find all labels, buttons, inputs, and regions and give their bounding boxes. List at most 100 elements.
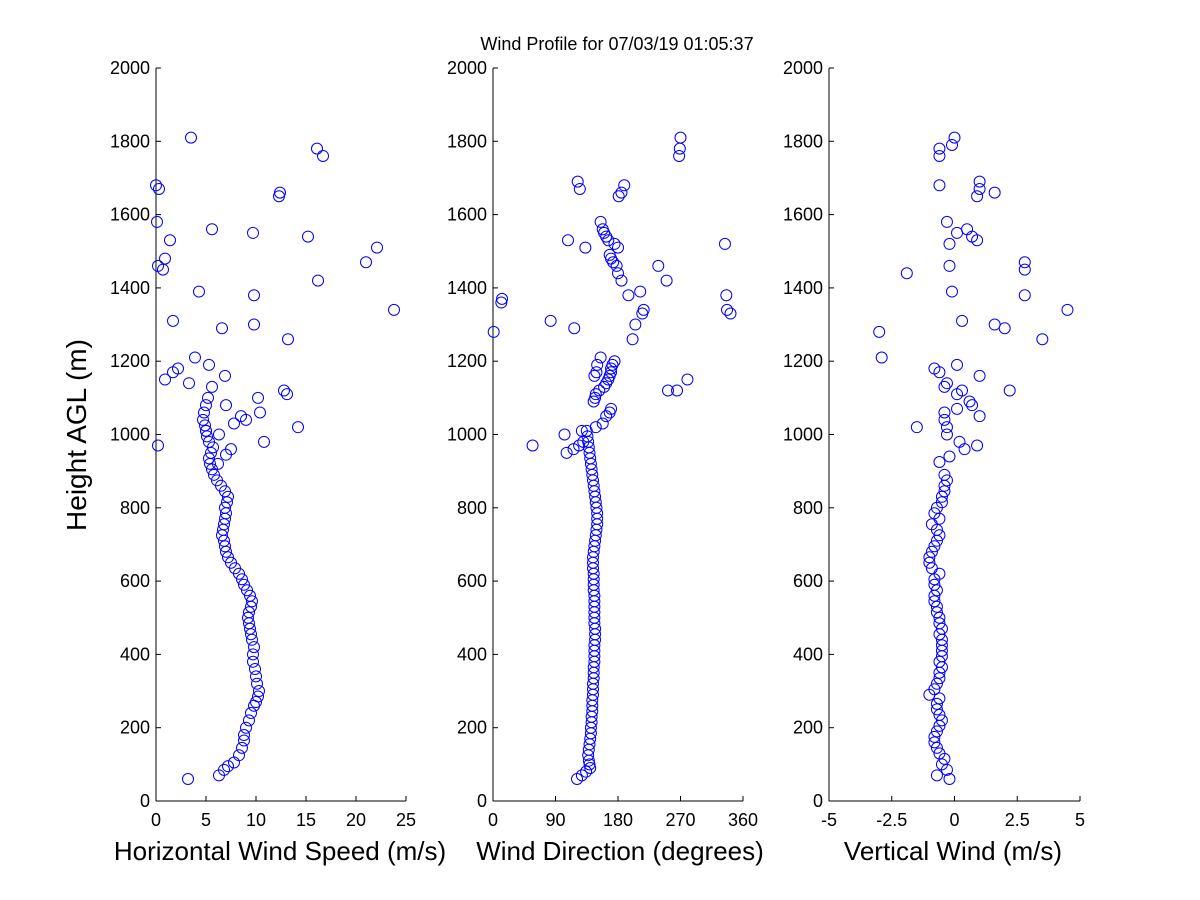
data-point-wind-direction <box>583 758 596 771</box>
x-axis-label-wind-direction: Wind Direction (degrees) <box>476 836 764 866</box>
data-point-horizontal-wind-speed <box>182 773 194 786</box>
data-point-vertical-wind <box>988 318 1001 331</box>
data-point-vertical-wind <box>956 384 969 397</box>
y-tick-label-wind-direction: 1200 <box>447 351 487 371</box>
data-point-wind-direction <box>673 149 686 162</box>
data-point-wind-direction <box>724 307 737 320</box>
data-point-wind-direction <box>615 186 628 199</box>
x-tick-label-wind-direction: 360 <box>728 810 758 830</box>
data-point-wind-direction <box>671 384 684 397</box>
data-point-horizontal-wind-speed <box>216 322 228 335</box>
data-point-horizontal-wind-speed <box>241 584 253 597</box>
data-point-wind-direction <box>612 190 625 203</box>
data-point-horizontal-wind-speed <box>311 142 323 155</box>
data-point-vertical-wind <box>988 186 1001 199</box>
data-point-horizontal-wind-speed <box>244 589 256 602</box>
x-tick-label-horizontal-wind-speed: 5 <box>201 810 211 830</box>
data-point-wind-direction <box>573 439 586 452</box>
x-tick-label-vertical-wind: -2.5 <box>876 810 907 830</box>
data-point-vertical-wind <box>900 267 913 280</box>
data-point-wind-direction <box>721 303 734 316</box>
y-tick-label-vertical-wind: 2000 <box>783 58 823 78</box>
panel-vertical-wind: Vertical Wind (m/s) 0 200 400 600 800 1000 120… <box>783 58 1085 866</box>
data-point-vertical-wind <box>930 741 943 754</box>
data-point-vertical-wind <box>1003 384 1016 397</box>
data-point-wind-direction <box>575 769 588 782</box>
data-point-vertical-wind <box>928 540 941 553</box>
x-tick-label-horizontal-wind-speed: 15 <box>296 810 316 830</box>
data-point-vertical-wind <box>973 369 986 382</box>
data-point-horizontal-wind-speed <box>200 399 212 412</box>
y-tick-label-horizontal-wind-speed: 1600 <box>110 205 150 225</box>
data-point-wind-direction <box>589 391 602 404</box>
x-tick-label-wind-direction: 270 <box>665 810 695 830</box>
x-tick-label-vertical-wind: 2.5 <box>1005 810 1030 830</box>
data-point-horizontal-wind-speed <box>281 388 293 401</box>
data-point-horizontal-wind-speed <box>247 655 259 668</box>
data-point-horizontal-wind-speed <box>199 419 211 432</box>
y-tick-label-wind-direction: 1600 <box>447 205 487 225</box>
data-point-vertical-wind <box>1036 333 1049 346</box>
data-point-vertical-wind <box>933 179 946 192</box>
x-tick-label-vertical-wind: 0 <box>949 810 959 830</box>
data-point-vertical-wind <box>951 358 964 371</box>
y-tick-label-vertical-wind: 600 <box>793 571 823 591</box>
data-point-horizontal-wind-speed <box>219 501 231 514</box>
data-point-horizontal-wind-speed <box>225 443 237 456</box>
data-point-vertical-wind <box>875 351 888 364</box>
data-point-horizontal-wind-speed <box>274 186 286 199</box>
data-point-vertical-wind <box>933 529 946 542</box>
data-point-horizontal-wind-speed <box>312 274 324 287</box>
data-point-vertical-wind <box>935 622 948 635</box>
data-point-wind-direction <box>612 267 624 280</box>
data-point-wind-direction <box>495 296 508 309</box>
data-point-vertical-wind <box>933 655 946 668</box>
data-point-wind-direction <box>622 289 635 302</box>
data-point-vertical-wind <box>925 562 938 575</box>
data-point-horizontal-wind-speed <box>282 333 294 346</box>
panel-horizontal-wind-speed: Horizontal Wind Speed (m/s) 020040060080… <box>110 58 446 866</box>
data-point-wind-direction <box>591 358 604 371</box>
data-point-vertical-wind <box>933 149 946 162</box>
data-point-horizontal-wind-speed <box>249 663 261 676</box>
data-point-vertical-wind <box>933 611 946 624</box>
data-point-vertical-wind <box>933 747 946 760</box>
data-point-horizontal-wind-speed <box>167 314 179 327</box>
y-tick-label-horizontal-wind-speed: 1200 <box>110 351 150 371</box>
data-point-vertical-wind <box>923 551 936 564</box>
data-point-vertical-wind <box>933 672 946 685</box>
y-tick-label-vertical-wind: 200 <box>793 718 823 738</box>
data-point-wind-direction <box>608 237 621 250</box>
y-tick-label-vertical-wind: 400 <box>793 644 823 664</box>
data-point-horizontal-wind-speed <box>236 573 248 586</box>
data-point-vertical-wind <box>910 421 923 434</box>
data-point-vertical-wind <box>945 285 958 298</box>
y-tick-label-horizontal-wind-speed: 0 <box>140 791 150 811</box>
data-point-horizontal-wind-speed <box>236 741 248 754</box>
data-point-horizontal-wind-speed <box>252 391 264 404</box>
data-point-vertical-wind <box>928 683 941 696</box>
data-point-wind-direction <box>608 355 621 368</box>
x-tick-label-vertical-wind: -5 <box>821 810 837 830</box>
data-point-wind-direction <box>573 182 586 195</box>
data-point-vertical-wind <box>938 380 951 393</box>
y-tick-label-wind-direction: 0 <box>477 791 487 811</box>
data-point-horizontal-wind-speed <box>243 606 255 619</box>
data-point-wind-direction <box>626 333 639 346</box>
data-point-vertical-wind <box>930 677 943 690</box>
data-point-vertical-wind <box>951 226 964 239</box>
data-point-horizontal-wind-speed <box>219 369 231 382</box>
y-tick-label-horizontal-wind-speed: 600 <box>120 571 150 591</box>
y-tick-label-wind-direction: 600 <box>457 571 487 591</box>
data-point-horizontal-wind-speed <box>252 690 264 703</box>
data-point-vertical-wind <box>1018 263 1031 276</box>
data-point-horizontal-wind-speed <box>278 384 290 397</box>
data-point-wind-direction <box>560 446 573 459</box>
data-point-wind-direction <box>618 179 631 192</box>
data-point-vertical-wind <box>973 410 986 423</box>
data-point-horizontal-wind-speed <box>153 182 165 195</box>
data-point-horizontal-wind-speed <box>242 611 254 624</box>
data-point-vertical-wind <box>973 182 986 195</box>
x-axis-label-horizontal-wind-speed: Horizontal Wind Speed (m/s) <box>114 836 446 866</box>
data-point-wind-direction <box>681 373 694 386</box>
